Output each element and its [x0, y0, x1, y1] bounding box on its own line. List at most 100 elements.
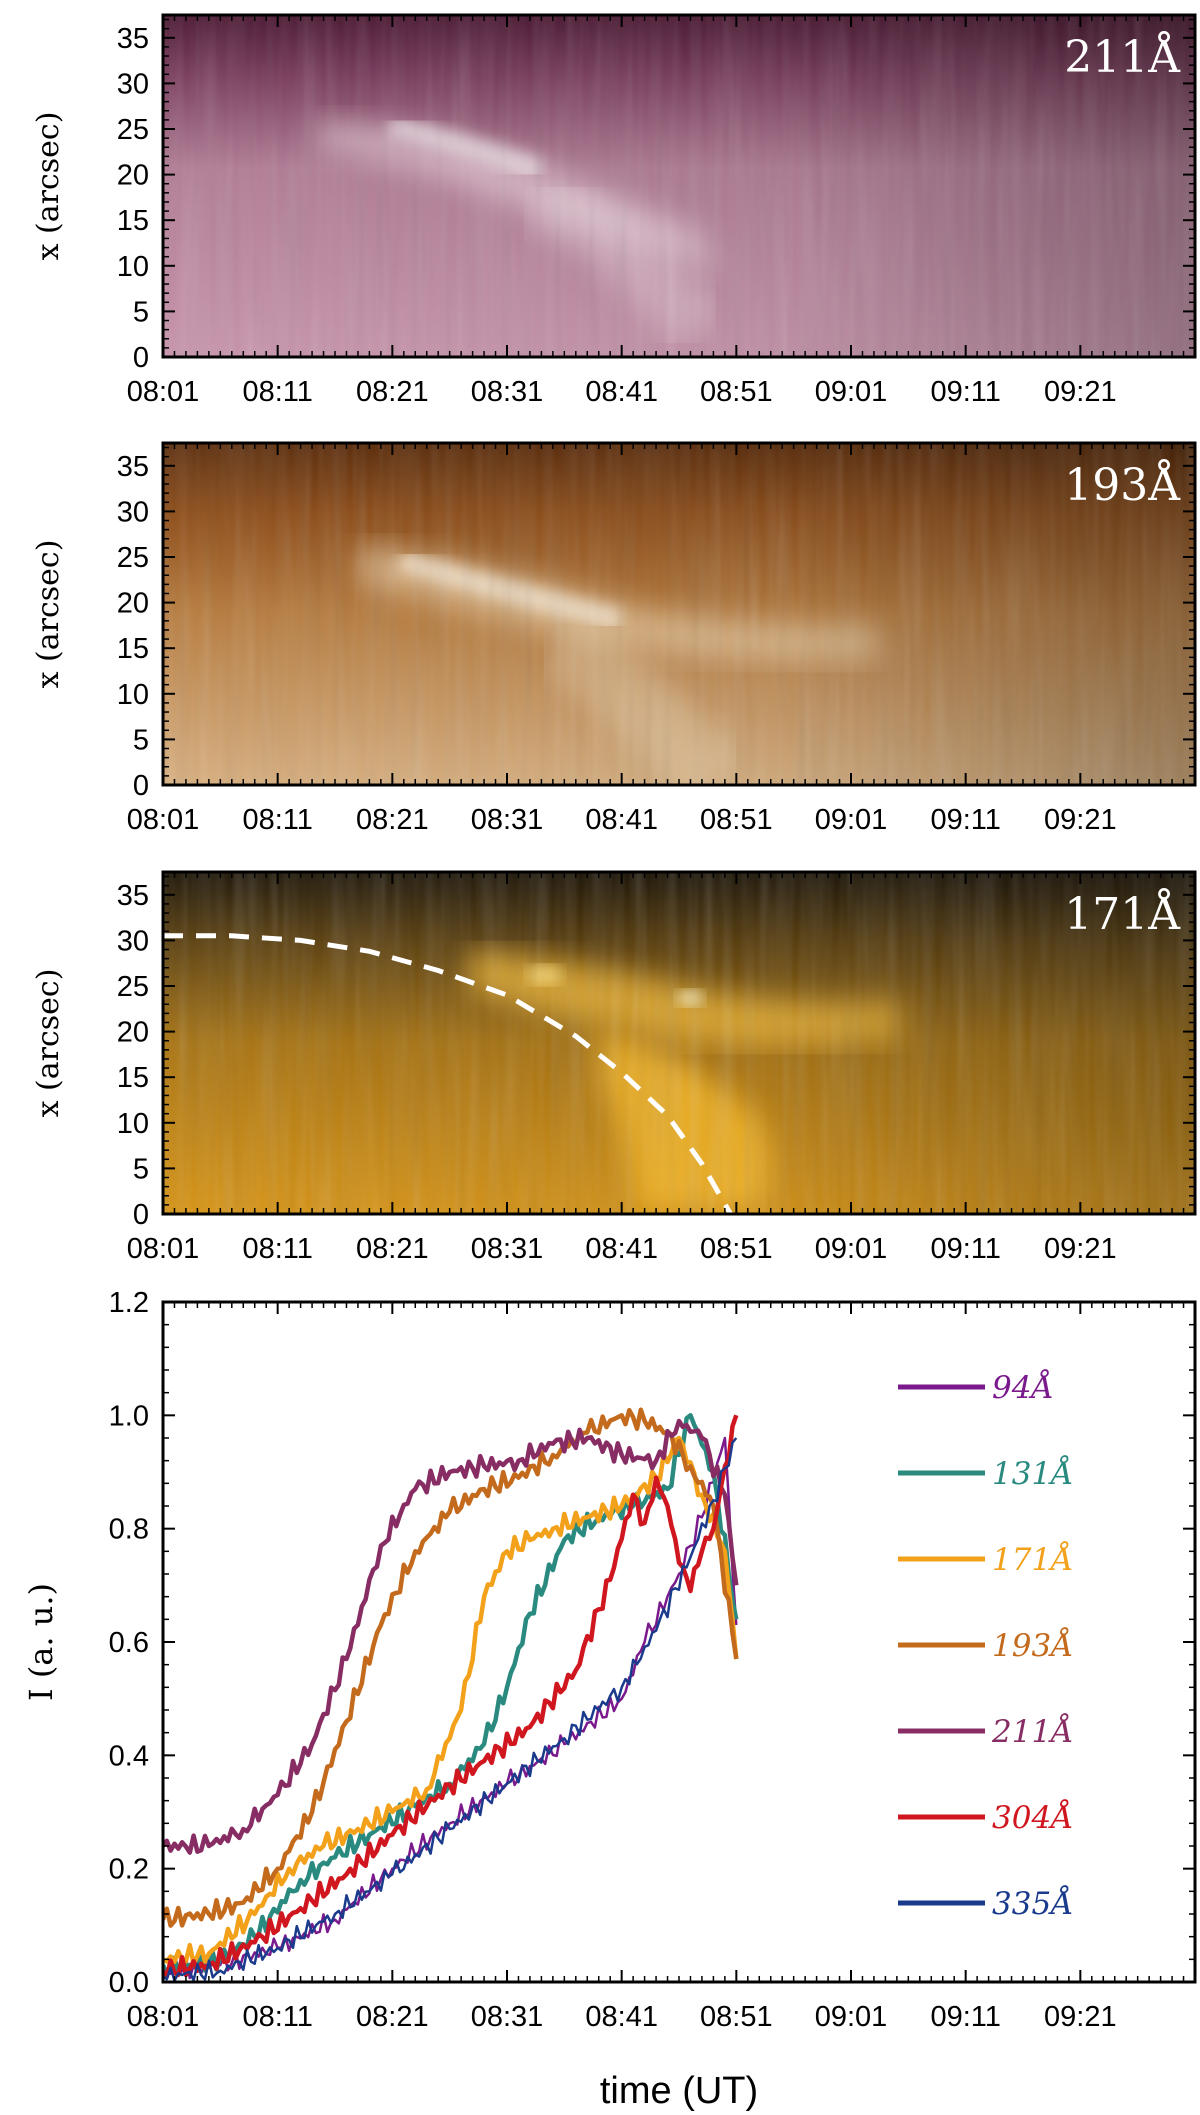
y-tick-label: 20 [117, 160, 149, 192]
series-line [163, 1437, 738, 1982]
x-tick-label: 09:21 [1044, 376, 1117, 408]
y-tick-label: 10 [117, 251, 149, 283]
legend-label: 171Å [992, 1540, 1074, 1578]
y-tick-label: 5 [133, 296, 149, 328]
x-tick-label: 08:21 [356, 804, 429, 836]
x-tick-label: 08:01 [127, 1233, 200, 1265]
legend-label: 335Å [992, 1884, 1074, 1922]
x-tick-label: 08:31 [471, 804, 544, 836]
x-tick-label: 08:31 [471, 1233, 544, 1265]
x-tick-label: 09:21 [1044, 2001, 1117, 2033]
x-tick-label: 08:51 [700, 2001, 773, 2033]
y-tick-label: 0.8 [109, 1514, 149, 1546]
x-tick-label: 08:11 [242, 376, 312, 408]
y-tick-label: 15 [117, 1062, 149, 1094]
y-tick-label: 1.0 [109, 1400, 149, 1432]
x-tick-label: 08:21 [356, 1233, 429, 1265]
series-line [163, 1435, 739, 1967]
panel-211-axes: 08:01 08:11 08:21 08:31 08:41 08:51 09:01 09:11… [117, 15, 1196, 408]
x-tick-label: 08:01 [127, 804, 200, 836]
series-line [163, 1436, 738, 1980]
x-tick-label: 08:01 [127, 376, 200, 408]
y-tick-label: 1.2 [109, 1287, 149, 1319]
y-tick-label: 35 [117, 23, 149, 55]
x-tick-label: 09:01 [815, 376, 888, 408]
x-tick-label: 08:11 [242, 804, 312, 836]
x-tick-label: 08:11 [242, 1233, 312, 1265]
y-tick-label: 25 [117, 971, 149, 1003]
x-tick-label: 08:41 [585, 804, 658, 836]
lightcurve-ylabel: I (a. u.) [22, 1583, 60, 1701]
series-line [163, 1414, 739, 1979]
y-tick-label: 5 [133, 724, 149, 756]
y-tick-label: 5 [133, 1153, 149, 1185]
y-tick-label: 30 [117, 68, 149, 100]
x-tick-label: 09:01 [815, 804, 888, 836]
lightcurve-xlabel: time (UT) [600, 2070, 758, 2112]
band-label-211: 211Å [1064, 30, 1181, 83]
lightcurve-axes: 08:01 08:11 08:21 08:31 08:41 08:51 09:01 09:11… [109, 1287, 1196, 2033]
y-tick-label: 20 [117, 1017, 149, 1049]
y-tick-label: 0 [133, 770, 149, 802]
y-tick-label: 35 [117, 880, 149, 912]
x-tick-label: 08:21 [356, 2001, 429, 2033]
x-tick-label: 08:41 [585, 376, 658, 408]
y-tick-label: 15 [117, 633, 149, 665]
x-tick-label: 08:51 [700, 376, 773, 408]
x-tick-label: 08:51 [700, 804, 773, 836]
y-tick-label: 0.6 [109, 1627, 149, 1659]
y-tick-label: 30 [117, 925, 149, 957]
panel-171-ylabel: x (arcsec) [31, 969, 66, 1118]
x-tick-label: 09:11 [930, 2001, 1000, 2033]
x-tick-label: 08:51 [700, 1233, 773, 1265]
legend-label: 131Å [992, 1454, 1074, 1492]
x-tick-label: 09:11 [930, 804, 1000, 836]
fit-curve-dashed [163, 933, 733, 1214]
x-tick-label: 08:11 [242, 2001, 312, 2033]
panel-171: 08:01 08:11 08:21 08:31 08:41 08:51 09:01 09:11… [31, 870, 1197, 1265]
panel-lightcurves: 08:01 08:11 08:21 08:31 08:41 08:51 09:01 09:11… [22, 1287, 1197, 2112]
legend: 94Å 131Å 171Å 193Å 211Å 304Å 335Å [898, 1368, 1074, 1922]
y-tick-label: 10 [117, 1108, 149, 1140]
y-tick-label: 35 [117, 451, 149, 483]
y-tick-label: 30 [117, 496, 149, 528]
y-tick-label: 0 [133, 342, 149, 374]
x-tick-label: 08:01 [127, 2001, 200, 2033]
panel-193-ylabel: x (arcsec) [31, 540, 66, 689]
series-line [163, 1407, 739, 1928]
band-label-193: 193Å [1064, 458, 1181, 511]
x-tick-label: 08:41 [585, 2001, 658, 2033]
y-tick-label: 0.2 [109, 1854, 149, 1886]
series-line [163, 1418, 739, 1855]
y-tick-label: 25 [117, 114, 149, 146]
series-layer [163, 1407, 739, 1982]
y-tick-label: 0 [133, 1199, 149, 1231]
x-tick-label: 09:21 [1044, 804, 1117, 836]
legend-label: 211Å [991, 1712, 1074, 1750]
y-tick-label: 0.4 [109, 1740, 149, 1772]
x-tick-label: 09:11 [930, 376, 1000, 408]
x-tick-label: 09:01 [815, 1233, 888, 1265]
panel-193: 08:01 08:11 08:21 08:31 08:41 08:51 09:01 09:11… [31, 441, 1197, 836]
panel-211-ylabel: x (arcsec) [31, 112, 66, 261]
legend-label: 193Å [992, 1626, 1074, 1664]
x-tick-label: 08:41 [585, 1233, 658, 1265]
panel-193-axes: 08:01 08:11 08:21 08:31 08:41 08:51 09:01 09:11… [117, 443, 1196, 836]
panel-211: 08:01 08:11 08:21 08:31 08:41 08:51 09:01 09:11… [31, 13, 1197, 408]
panel-171-axes: 08:01 08:11 08:21 08:31 08:41 08:51 09:01 09:11… [117, 872, 1196, 1265]
x-tick-label: 09:01 [815, 2001, 888, 2033]
y-tick-label: 20 [117, 588, 149, 620]
x-tick-label: 08:31 [471, 376, 544, 408]
band-label-171: 171Å [1064, 887, 1181, 940]
legend-label: 94Å [992, 1368, 1054, 1406]
legend-label: 304Å [992, 1798, 1074, 1836]
x-tick-label: 08:21 [356, 376, 429, 408]
y-tick-label: 10 [117, 679, 149, 711]
x-tick-label: 08:31 [471, 2001, 544, 2033]
y-tick-label: 15 [117, 205, 149, 237]
y-tick-label: 0.0 [109, 1967, 149, 1999]
y-tick-label: 25 [117, 542, 149, 574]
x-tick-label: 09:11 [930, 1233, 1000, 1265]
x-tick-label: 09:21 [1044, 1233, 1117, 1265]
